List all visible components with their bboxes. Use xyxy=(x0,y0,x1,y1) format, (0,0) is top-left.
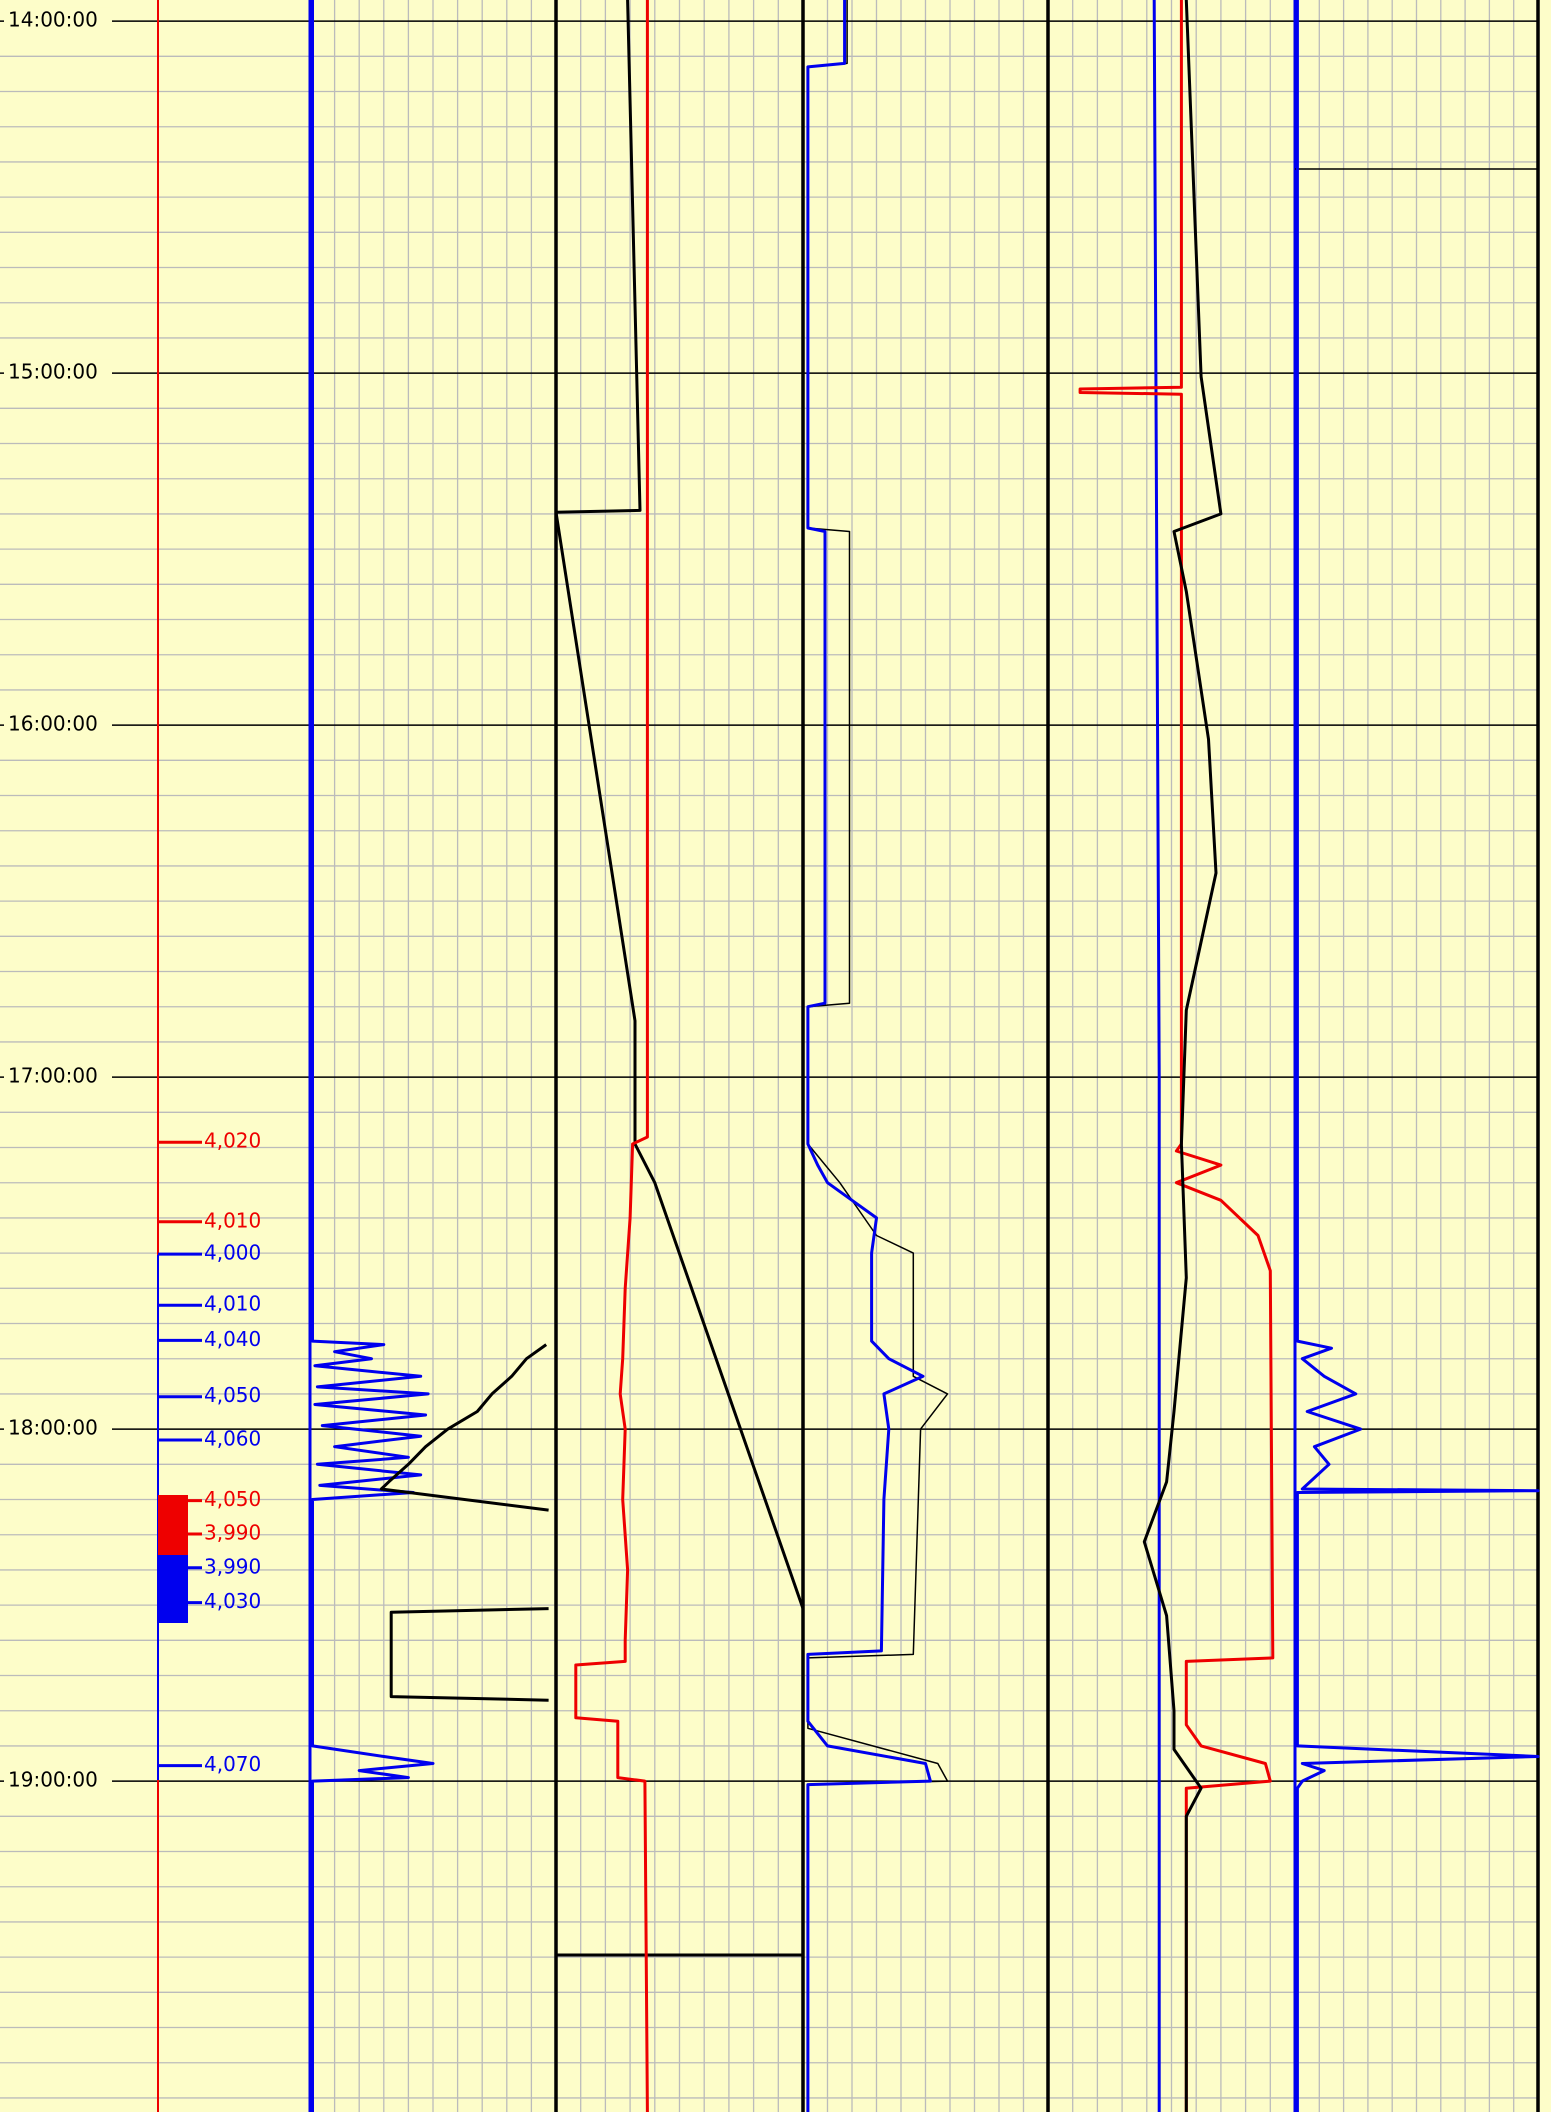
depth-label: 4,050 xyxy=(204,1383,261,1407)
depth-label: 4,020 xyxy=(204,1129,261,1153)
curve xyxy=(1142,0,1223,2112)
curve xyxy=(807,0,949,2112)
curve xyxy=(806,0,932,2112)
depth-label: 4,010 xyxy=(204,1292,261,1316)
curve xyxy=(311,0,435,2112)
label-bg xyxy=(4,1063,112,1090)
depth-label: 3,990 xyxy=(204,1521,261,1545)
depth-label: 4,060 xyxy=(204,1427,261,1451)
curve xyxy=(574,0,649,2112)
depth-block xyxy=(158,1495,188,1555)
curve xyxy=(554,0,805,1610)
y-tick-label: 14:00:00 xyxy=(8,8,98,32)
curve xyxy=(379,1343,549,1702)
label-bg xyxy=(4,1767,112,1794)
depth-label: 4,000 xyxy=(204,1241,261,1265)
depth-label: 4,050 xyxy=(204,1487,261,1511)
label-bg xyxy=(4,359,112,386)
y-tick-label: 15:00:00 xyxy=(8,360,98,384)
y-tick-label: 17:00:00 xyxy=(8,1064,98,1088)
curve xyxy=(1078,0,1275,2112)
curve xyxy=(1295,0,1540,2112)
y-tick-label: 19:00:00 xyxy=(8,1768,98,1792)
depth-label: 4,030 xyxy=(204,1589,261,1613)
depth-label: 3,990 xyxy=(204,1554,261,1578)
y-tick-label: 18:00:00 xyxy=(8,1416,98,1440)
depth-label: 4,070 xyxy=(204,1752,261,1776)
label-bg xyxy=(4,7,112,34)
depth-block xyxy=(158,1555,188,1623)
label-bg xyxy=(4,711,112,738)
depth-label: 4,040 xyxy=(204,1327,261,1351)
depth-label: 4,010 xyxy=(204,1208,261,1232)
y-tick-label: 16:00:00 xyxy=(8,712,98,736)
curve xyxy=(1152,0,1161,2112)
label-bg xyxy=(4,1415,112,1442)
